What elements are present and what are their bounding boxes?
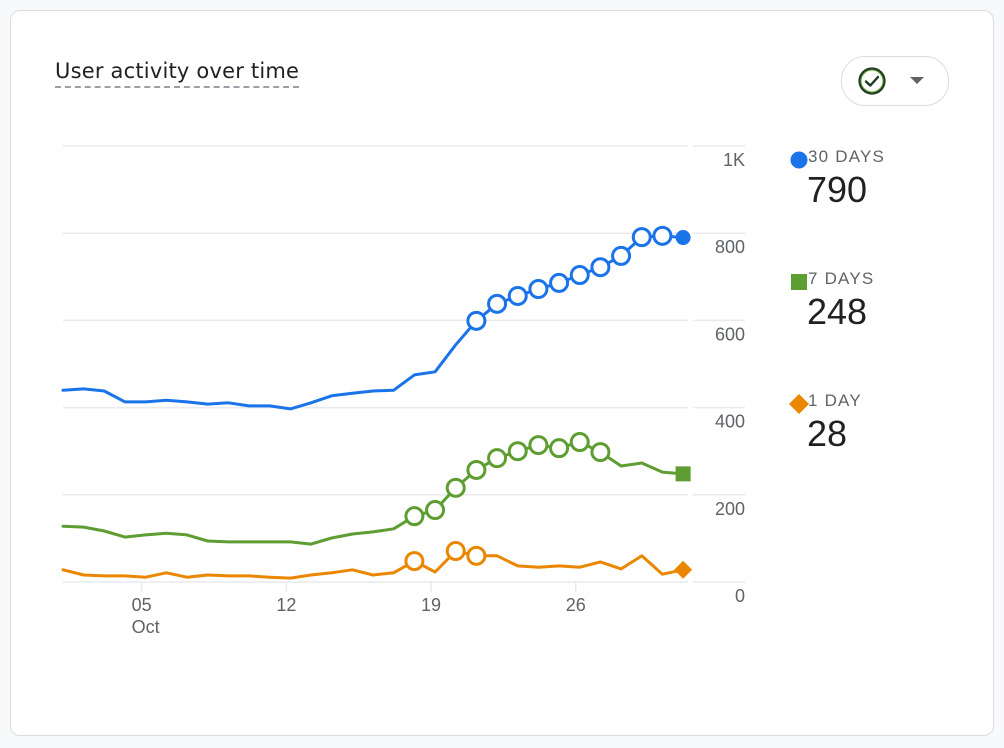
legend-diamond-marker-icon <box>789 394 809 414</box>
data-point-marker <box>487 293 508 314</box>
y-tick-label: 1K <box>723 150 745 170</box>
data-point-marker <box>507 441 528 462</box>
card-title[interactable]: User activity over time <box>55 59 300 88</box>
y-tick-label: 400 <box>715 412 745 432</box>
data-point-marker <box>611 245 632 266</box>
legend-circle-marker-icon <box>790 151 808 169</box>
series-line-7-days <box>61 440 685 546</box>
data-point-marker <box>631 227 652 248</box>
data-point-marker <box>425 500 446 521</box>
caret-down-icon <box>910 77 924 84</box>
data-point-marker <box>404 506 425 527</box>
data-point-marker <box>569 432 590 453</box>
legend-value: 28 <box>807 413 848 454</box>
legend-label: 7 DAYS <box>808 269 875 288</box>
data-point-marker <box>466 459 487 480</box>
series-line-1-day <box>61 549 685 580</box>
data-point-marker <box>528 435 549 456</box>
legend-square-marker-icon <box>791 274 807 290</box>
compare-dropdown-button[interactable] <box>841 56 949 106</box>
data-point-marker <box>590 257 611 278</box>
data-point-marker <box>466 545 487 566</box>
user-activity-card: User activity over time <box>10 10 994 736</box>
legend-value: 790 <box>807 169 868 210</box>
check-circle-icon <box>858 67 886 95</box>
data-point-marker <box>466 310 487 331</box>
data-point-marker <box>528 279 549 300</box>
end-point-marker <box>675 466 691 482</box>
legend-label: 30 DAYS <box>808 147 886 166</box>
end-point-marker <box>675 230 691 246</box>
data-point-marker <box>404 551 425 572</box>
data-point-marker <box>487 448 508 469</box>
data-point-marker <box>549 438 570 459</box>
data-point-marker <box>569 265 590 286</box>
x-tick-sublabel: Oct <box>132 617 160 637</box>
data-point-marker <box>445 477 466 498</box>
x-tick-label: 12 <box>276 595 296 615</box>
x-tick-label: 26 <box>566 595 586 615</box>
data-point-marker <box>445 541 466 562</box>
legend-value: 248 <box>807 291 868 332</box>
series-line-30-days <box>61 234 685 411</box>
data-point-marker <box>507 285 528 306</box>
y-tick-label: 200 <box>715 499 745 519</box>
y-tick-label: 600 <box>715 324 745 344</box>
legend-label: 1 DAY <box>808 391 862 410</box>
data-point-marker <box>549 272 570 293</box>
y-tick-label: 800 <box>715 237 745 257</box>
x-tick-label: 05 <box>132 595 152 615</box>
y-tick-label: 0 <box>735 586 745 606</box>
x-tick-label: 19 <box>421 595 441 615</box>
data-point-marker <box>590 442 611 463</box>
end-point-marker <box>674 560 693 579</box>
data-point-marker <box>652 225 673 246</box>
